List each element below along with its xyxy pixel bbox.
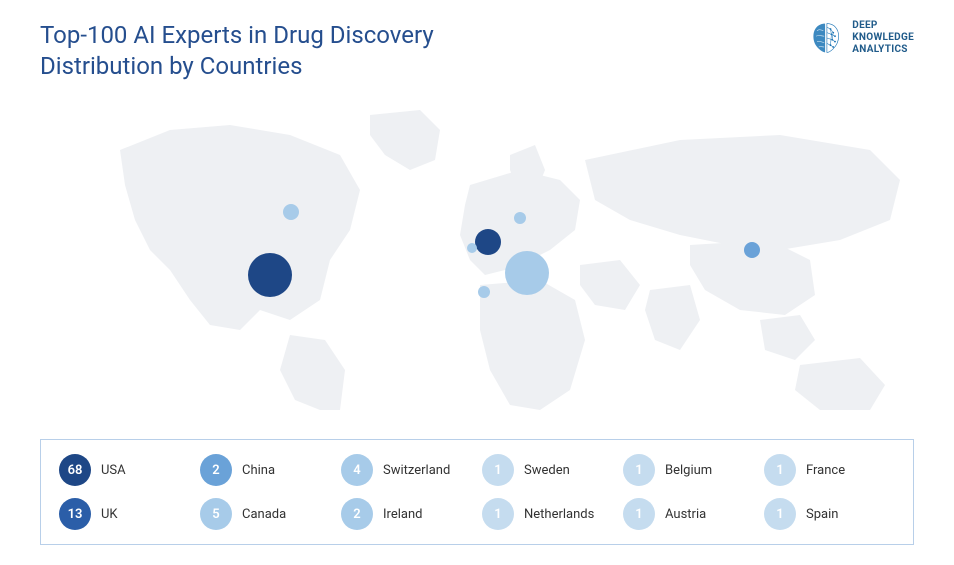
brand-line-1: DEEP (852, 20, 914, 32)
legend-item: 1 Austria (623, 498, 754, 530)
brand-line-2: KNOWLEDGE (852, 32, 914, 44)
legend-label: USA (101, 463, 126, 478)
world-map (40, 100, 914, 410)
map-svg (40, 100, 914, 410)
legend-item: 68 USA (59, 454, 190, 486)
legend-item: 2 Ireland (341, 498, 472, 530)
legend-value-circle: 1 (623, 454, 655, 486)
legend-item: 1 Belgium (623, 454, 754, 486)
header: Top-100 AI Experts in Drug Discovery Dis… (40, 20, 914, 82)
legend-value-circle: 1 (623, 498, 655, 530)
legend-label: Sweden (524, 463, 570, 478)
map-bubble (248, 253, 292, 297)
title-line-1: Top-100 AI Experts in Drug Discovery (40, 20, 434, 51)
legend-value-circle: 2 (200, 454, 232, 486)
map-bubble (283, 204, 299, 220)
legend-value-circle: 1 (764, 454, 796, 486)
legend-value-circle: 2 (341, 498, 373, 530)
legend-value-circle: 4 (341, 454, 373, 486)
brand-line-3: ANALYTICS (852, 44, 914, 56)
legend-label: Netherlands (524, 507, 594, 522)
map-bubble (505, 251, 549, 295)
legend-item: 1 France (764, 454, 895, 486)
legend-item: 13 UK (59, 498, 190, 530)
legend-label: Belgium (665, 463, 712, 478)
map-bubble (744, 242, 760, 258)
brand-logo: DEEP KNOWLEDGE ANALYTICS (808, 20, 914, 56)
title-line-2: Distribution by Countries (40, 51, 434, 82)
legend-item: 2 China (200, 454, 331, 486)
legend-label: France (806, 463, 845, 478)
legend-item: 4 Switzerland (341, 454, 472, 486)
legend-item: 1 Sweden (482, 454, 613, 486)
legend-label: Ireland (383, 507, 422, 522)
legend-value-circle: 1 (482, 454, 514, 486)
legend-label: UK (101, 507, 118, 522)
legend-value-circle: 13 (59, 498, 91, 530)
legend-label: China (242, 463, 275, 478)
map-bubble (467, 243, 477, 253)
legend-item: 1 Spain (764, 498, 895, 530)
legend-value-circle: 68 (59, 454, 91, 486)
brain-icon (808, 20, 844, 56)
map-bubble (475, 229, 501, 255)
legend-panel: 68USA2China4Switzerland1Sweden1Belgium1F… (40, 439, 914, 545)
map-bubble (478, 286, 490, 298)
brand-text: DEEP KNOWLEDGE ANALYTICS (852, 20, 914, 56)
page-title: Top-100 AI Experts in Drug Discovery Dis… (40, 20, 434, 82)
legend-label: Canada (242, 507, 286, 522)
legend-item: 5 Canada (200, 498, 331, 530)
legend-value-circle: 1 (764, 498, 796, 530)
map-bubble (514, 212, 526, 224)
legend-label: Spain (806, 507, 838, 522)
legend-value-circle: 1 (482, 498, 514, 530)
legend-label: Austria (665, 507, 706, 522)
legend-value-circle: 5 (200, 498, 232, 530)
legend-item: 1 Netherlands (482, 498, 613, 530)
legend-label: Switzerland (383, 463, 450, 478)
